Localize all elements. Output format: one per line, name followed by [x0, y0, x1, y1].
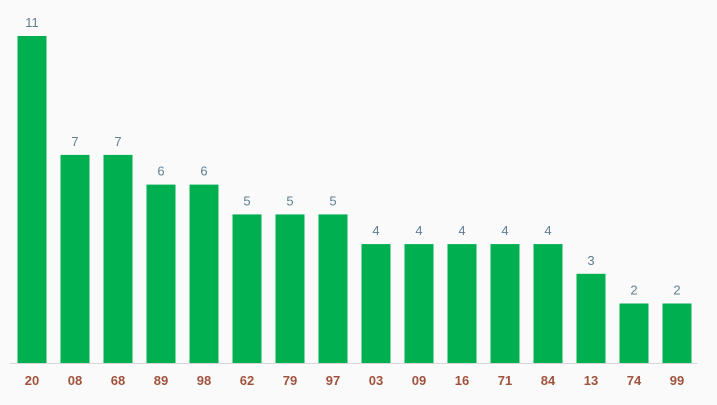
bar-group	[17, 36, 692, 363]
value-label-89: 6	[157, 164, 164, 179]
bar-79	[275, 214, 305, 363]
bar-09	[404, 244, 434, 363]
x-tick-label-13: 13	[584, 373, 598, 388]
x-tick-label-79: 79	[283, 373, 297, 388]
bar-20	[17, 36, 47, 363]
x-tick-label-16: 16	[455, 373, 469, 388]
x-tick-label-98: 98	[197, 373, 211, 388]
bar-74	[619, 303, 649, 363]
value-label-09: 4	[415, 223, 422, 238]
bar-16	[447, 244, 477, 363]
x-tick-label-97: 97	[326, 373, 340, 388]
value-label-97: 5	[329, 193, 336, 208]
value-label-20: 11	[25, 15, 39, 30]
value-label-group: 11 7 7 6 6 5 5 5 4 4 4 4 4 3 2 2	[25, 15, 680, 298]
bar-84	[533, 244, 563, 363]
bar-98	[189, 184, 219, 363]
value-label-08: 7	[71, 134, 78, 149]
x-tick-label-20: 20	[25, 373, 39, 388]
x-tick-label-group: 20 08 68 89 98 62 79 97 03 09 16 71 84 13 74 99	[25, 373, 684, 388]
x-tick-label-84: 84	[541, 373, 556, 388]
x-tick-label-74: 74	[627, 373, 642, 388]
value-label-16: 4	[458, 223, 465, 238]
value-label-84: 4	[544, 223, 551, 238]
value-label-62: 5	[243, 193, 250, 208]
x-tick-label-03: 03	[369, 373, 383, 388]
x-tick-label-09: 09	[412, 373, 426, 388]
value-label-68: 7	[114, 134, 121, 149]
value-label-99: 2	[673, 283, 680, 298]
value-label-03: 4	[372, 223, 379, 238]
bar-99	[662, 303, 692, 363]
value-label-98: 6	[200, 164, 207, 179]
value-label-74: 2	[630, 283, 637, 298]
x-tick-label-68: 68	[111, 373, 125, 388]
x-tick-label-62: 62	[240, 373, 254, 388]
bar-08	[60, 154, 90, 363]
bar-13	[576, 273, 606, 363]
value-label-13: 3	[587, 253, 594, 268]
bar-71	[490, 244, 520, 363]
x-tick-label-89: 89	[154, 373, 168, 388]
value-label-71: 4	[501, 223, 508, 238]
bar-97	[318, 214, 348, 363]
bar-62	[232, 214, 262, 363]
bar-03	[361, 244, 391, 363]
x-tick-label-71: 71	[498, 373, 512, 388]
x-tick-label-08: 08	[68, 373, 82, 388]
bar-68	[103, 154, 133, 363]
x-tick-label-99: 99	[670, 373, 684, 388]
bar-89	[146, 184, 176, 363]
value-label-79: 5	[286, 193, 293, 208]
